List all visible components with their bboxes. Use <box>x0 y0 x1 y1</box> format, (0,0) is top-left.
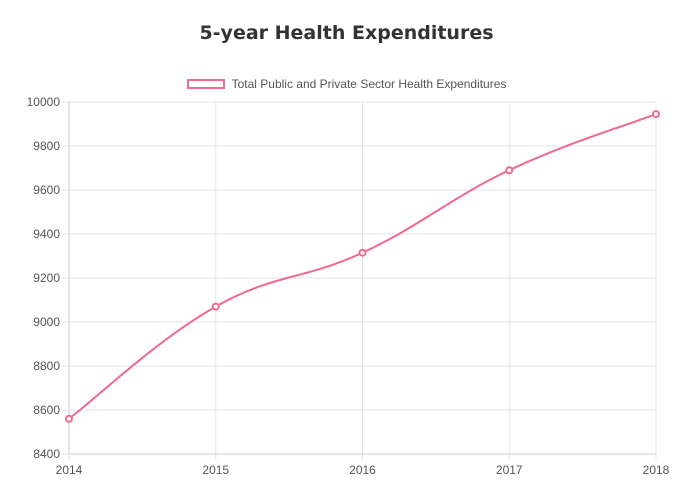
x-tick-label: 2017 <box>496 463 523 477</box>
y-tick-label: 8800 <box>33 359 60 373</box>
data-point <box>65 414 73 423</box>
legend-label: Total Public and Private Sector Health E… <box>231 77 507 91</box>
y-tick-label: 8600 <box>33 403 60 417</box>
y-tick-label: 9600 <box>33 183 60 197</box>
data-point <box>505 166 514 175</box>
y-tick-label: 9800 <box>33 139 60 153</box>
y-tick-label: 9400 <box>33 227 60 241</box>
x-tick-label: 2018 <box>643 463 670 477</box>
x-tick-label: 2015 <box>202 463 229 477</box>
legend-swatch <box>186 79 225 89</box>
y-tick-label: 9200 <box>33 271 60 285</box>
chart-title: 5-year Health Expenditures <box>199 22 494 44</box>
y-tick-label: 8400 <box>33 447 60 461</box>
x-tick-label: 2014 <box>56 463 83 477</box>
data-point <box>211 302 220 311</box>
y-tick-label: 10000 <box>27 95 61 109</box>
legend[interactable]: Total Public and Private Sector Health E… <box>0 77 693 91</box>
data-point <box>358 248 367 257</box>
data-point <box>652 110 660 119</box>
y-tick-label: 9000 <box>33 315 60 329</box>
x-tick-label: 2016 <box>349 463 376 477</box>
